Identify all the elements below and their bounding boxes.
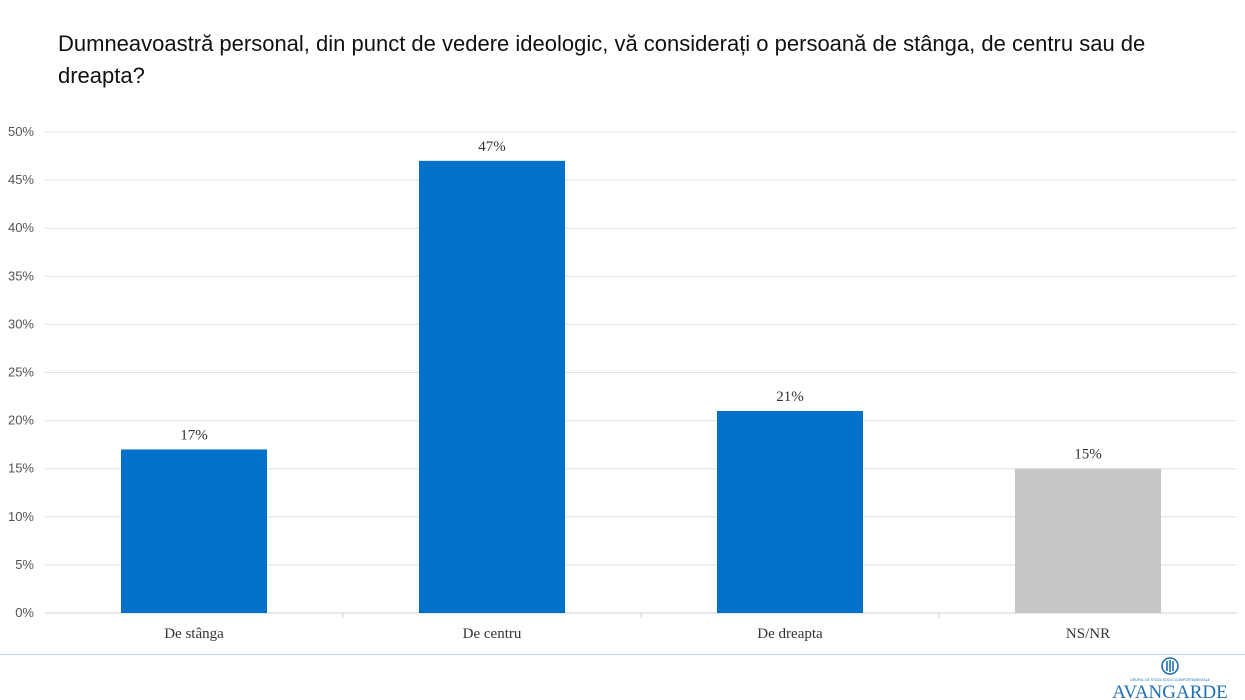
y-tick-label: 35% xyxy=(8,268,34,283)
logo-text: AVANGARDE xyxy=(1112,682,1227,700)
bar xyxy=(419,160,565,614)
y-tick-label: 0% xyxy=(15,605,34,620)
y-tick-label: 45% xyxy=(8,172,34,187)
bar-chart: 0% 5% 10% 15% 20% 25% 30% 35% 40% 45% 50% 17% 47% 21… xyxy=(8,124,1237,642)
data-label: 21% xyxy=(776,389,804,405)
y-tick-label: 15% xyxy=(8,461,34,476)
footer-divider xyxy=(0,654,1245,655)
y-tick-label: 40% xyxy=(8,220,34,235)
y-tick-label: 30% xyxy=(8,316,34,331)
bar xyxy=(717,410,863,613)
x-tick-label: De dreapta xyxy=(757,626,823,642)
data-label: 47% xyxy=(478,139,506,155)
bar xyxy=(1015,468,1161,613)
y-tick-label: 50% xyxy=(8,124,34,139)
chart-title: Dumneavoastră personal, din punct de ved… xyxy=(58,31,1146,88)
logo-subtext: GRUPUL DE STUDII SOCIO-COMPORTAMENTALE xyxy=(1130,678,1210,682)
avangarde-logo: GRUPUL DE STUDII SOCIO-COMPORTAMENTALE A… xyxy=(1112,657,1228,700)
x-tick-label: De stânga xyxy=(164,626,224,642)
logo-emblem-icon xyxy=(1161,657,1179,675)
y-axis: 0% 5% 10% 15% 20% 25% 30% 35% 40% 45% 50% xyxy=(8,124,34,620)
x-tick-label: De centru xyxy=(463,626,522,642)
x-tick-label: NS/NR xyxy=(1066,626,1110,642)
bar xyxy=(121,449,267,613)
x-axis: De stânga De centru De dreapta NS/NR xyxy=(164,613,1110,642)
y-tick-label: 5% xyxy=(15,557,34,572)
bars: 17% 47% 21% 15% xyxy=(121,139,1161,614)
data-label: 15% xyxy=(1074,447,1102,463)
y-tick-label: 20% xyxy=(8,413,34,428)
y-tick-label: 25% xyxy=(8,365,34,380)
data-label: 17% xyxy=(180,427,208,443)
y-tick-label: 10% xyxy=(8,509,34,524)
